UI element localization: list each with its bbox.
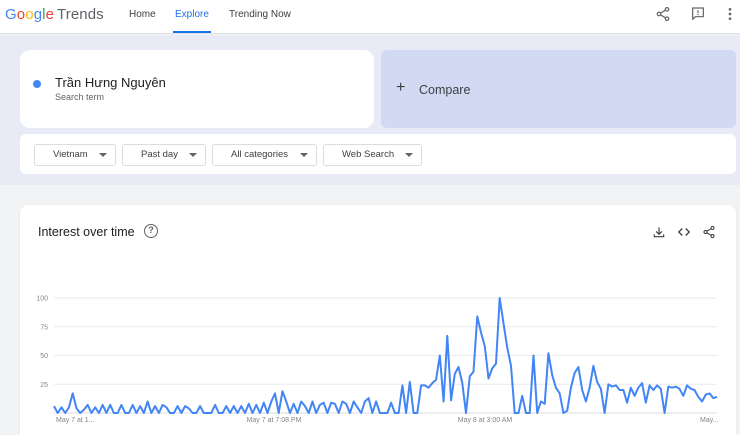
series-color-dot bbox=[33, 80, 41, 88]
filters-bar: Vietnam Past day All categories Web Sear… bbox=[20, 134, 736, 174]
line-chart: 25 50 75 100 May 7 at 1... May 7 at 7:08 PM Ma… bbox=[36, 296, 719, 425]
compare-label: Compare bbox=[419, 83, 471, 97]
y-tick-label: 25 bbox=[40, 382, 48, 389]
x-tick-label: May 8 at 3:00 AM bbox=[458, 417, 513, 424]
search-term-name[interactable]: Trần Hưng Nguyên bbox=[55, 75, 166, 90]
google-trends-logo[interactable]: Google Trends bbox=[5, 6, 104, 23]
search-term-card[interactable]: Trần Hưng Nguyên Search term bbox=[20, 50, 374, 128]
y-tick-label: 50 bbox=[40, 353, 48, 360]
caret-down-icon bbox=[300, 153, 308, 157]
caret-down-icon bbox=[405, 153, 413, 157]
x-tick-label: May 7 at 7:08 PM bbox=[247, 417, 302, 424]
filter-time-range[interactable]: Past day bbox=[122, 144, 206, 166]
nav-trending-now[interactable]: Trending Now bbox=[229, 9, 291, 20]
series-line[interactable] bbox=[53, 297, 718, 414]
top-app-bar: Google Trends Home Explore Trending Now bbox=[0, 0, 740, 34]
y-tick-label: 100 bbox=[36, 296, 48, 303]
caret-down-icon bbox=[99, 153, 107, 157]
share-icon[interactable] bbox=[702, 225, 716, 239]
interest-over-time-card: Interest over time ? 25 50 75 100 May 7 at 1… bbox=[20, 205, 736, 435]
x-tick-label: May 7 at 1... bbox=[56, 417, 95, 424]
compare-button[interactable]: + Compare bbox=[381, 50, 736, 128]
more-vert-icon[interactable] bbox=[722, 6, 738, 22]
plus-icon: + bbox=[396, 79, 406, 96]
download-icon[interactable] bbox=[652, 225, 666, 239]
filter-search-type[interactable]: Web Search bbox=[323, 144, 422, 166]
filter-category[interactable]: All categories bbox=[212, 144, 317, 166]
feedback-icon[interactable] bbox=[690, 6, 706, 22]
x-tick-label: May... bbox=[700, 417, 719, 424]
nav-explore[interactable]: Explore bbox=[173, 0, 211, 34]
nav-home[interactable]: Home bbox=[129, 9, 156, 20]
search-term-sublabel: Search term bbox=[55, 92, 105, 102]
help-icon[interactable]: ? bbox=[144, 224, 158, 238]
embed-icon[interactable] bbox=[677, 225, 691, 239]
chart-title: Interest over time bbox=[38, 225, 135, 239]
caret-down-icon bbox=[189, 153, 197, 157]
filter-region[interactable]: Vietnam bbox=[34, 144, 116, 166]
y-tick-label: 75 bbox=[40, 324, 48, 331]
share-icon[interactable] bbox=[655, 6, 671, 22]
